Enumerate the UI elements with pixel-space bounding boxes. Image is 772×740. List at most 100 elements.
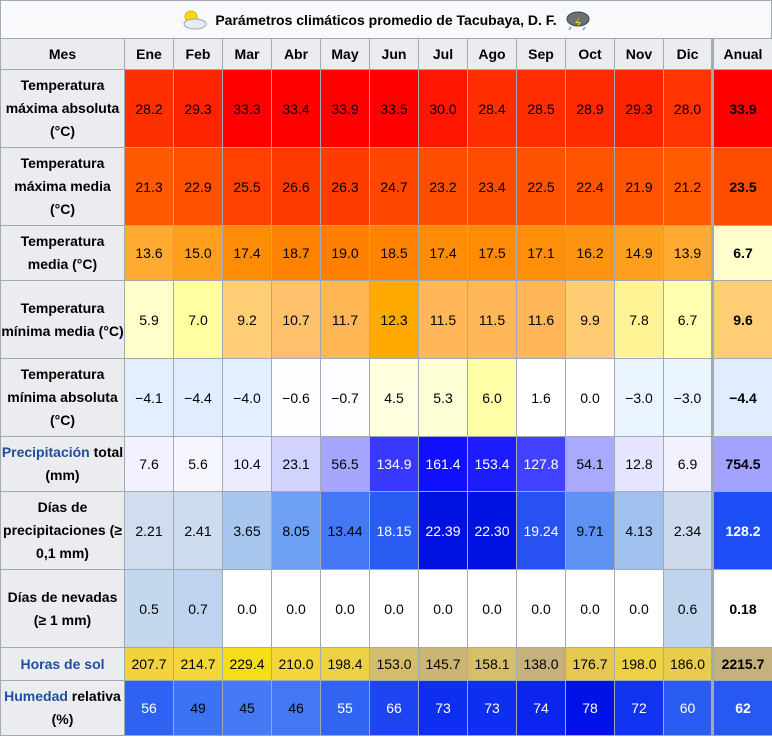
- month-cell: 12.8: [614, 436, 664, 492]
- month-cell: −3.0: [663, 358, 713, 437]
- row-label-text[interactable]: Precipitación: [1, 444, 90, 460]
- month-cell: −0.6: [271, 358, 321, 437]
- month-cell: 14.9: [614, 225, 664, 281]
- month-cell: 29.3: [614, 69, 664, 148]
- month-cell: 198.4: [320, 647, 370, 681]
- month-cell: 186.0: [663, 647, 713, 681]
- month-cell: −4.0: [222, 358, 272, 437]
- row-label[interactable]: Humedad relativa (%): [0, 680, 125, 736]
- month-cell: 2.21: [124, 491, 174, 570]
- table-caption: Parámetros climáticos promedio de Tacuba…: [0, 0, 772, 38]
- month-cell: 127.8: [516, 436, 566, 492]
- month-cell: 21.3: [124, 147, 174, 226]
- month-cell: 9.9: [565, 280, 615, 359]
- header-cell: Dic: [663, 38, 713, 70]
- month-cell: 26.3: [320, 147, 370, 226]
- month-cell: 15.0: [173, 225, 223, 281]
- header-cell: Nov: [614, 38, 664, 70]
- month-cell: 5.3: [418, 358, 468, 437]
- month-cell: 6.7: [663, 280, 713, 359]
- month-cell: 11.7: [320, 280, 370, 359]
- month-cell: 13.9: [663, 225, 713, 281]
- annual-cell: 754.5: [711, 436, 772, 492]
- table-row: Temperatura máxima media (°C) 21.3 22.9 25.…: [0, 147, 772, 226]
- month-cell: 5.6: [173, 436, 223, 492]
- month-cell: 45: [222, 680, 272, 736]
- row-label-suffix: total (mm): [45, 444, 124, 483]
- annual-cell: 2215.7: [711, 647, 772, 681]
- month-cell: 66: [369, 680, 419, 736]
- month-cell: 0.0: [418, 569, 468, 648]
- month-cell: 16.2: [565, 225, 615, 281]
- header-cell: Anual: [711, 38, 772, 70]
- month-cell: 13.6: [124, 225, 174, 281]
- month-cell: 49: [173, 680, 223, 736]
- header-cell: May: [320, 38, 370, 70]
- header-cell: Abr: [271, 38, 321, 70]
- month-cell: 0.0: [369, 569, 419, 648]
- month-cell: 134.9: [369, 436, 419, 492]
- month-cell: 214.7: [173, 647, 223, 681]
- month-cell: 19.24: [516, 491, 566, 570]
- month-cell: 29.3: [173, 69, 223, 148]
- month-cell: 9.2: [222, 280, 272, 359]
- header-cell: Sep: [516, 38, 566, 70]
- month-cell: 24.7: [369, 147, 419, 226]
- header-cell: Jun: [369, 38, 419, 70]
- month-cell: 210.0: [271, 647, 321, 681]
- row-label[interactable]: Horas de sol: [0, 647, 125, 681]
- row-label-suffix: relativa (%): [51, 688, 121, 727]
- annual-cell: 6.7: [711, 225, 772, 281]
- month-cell: 17.1: [516, 225, 566, 281]
- month-cell: 33.4: [271, 69, 321, 148]
- month-cell: 207.7: [124, 647, 174, 681]
- month-cell: 23.2: [418, 147, 468, 226]
- month-cell: 7.8: [614, 280, 664, 359]
- row-label-text: Temperatura máxima media (°C): [14, 155, 111, 217]
- month-cell: 28.5: [516, 69, 566, 148]
- month-cell: 0.0: [565, 569, 615, 648]
- row-label-text: Temperatura media (°C): [20, 233, 105, 272]
- annual-cell: 33.9: [711, 69, 772, 148]
- annual-cell: 128.2: [711, 491, 772, 570]
- row-label: Temperatura máxima media (°C): [0, 147, 125, 226]
- row-label-text: Temperatura mínima media (°C): [1, 299, 124, 339]
- table-row: Humedad relativa (%) 56 49 45 46 55 66 73 73 74 78…: [0, 680, 772, 736]
- month-cell: 17.5: [467, 225, 517, 281]
- month-cell: 54.1: [565, 436, 615, 492]
- month-cell: 23.4: [467, 147, 517, 226]
- row-label-text[interactable]: Horas de sol: [20, 655, 105, 672]
- month-cell: −3.0: [614, 358, 664, 437]
- row-label: Temperatura máxima absoluta (°C): [0, 69, 125, 148]
- header-cell: Ago: [467, 38, 517, 70]
- month-cell: 73: [467, 680, 517, 736]
- storm-cloud-icon: [566, 11, 590, 30]
- table-row: Temperatura media (°C) 13.6 15.0 17.4 18.7 19…: [0, 225, 772, 281]
- month-cell: 3.65: [222, 491, 272, 570]
- row-label-text[interactable]: Humedad: [4, 688, 68, 704]
- annual-cell: 62: [711, 680, 772, 736]
- month-cell: 161.4: [418, 436, 468, 492]
- month-cell: 60: [663, 680, 713, 736]
- month-cell: −0.7: [320, 358, 370, 437]
- month-cell: 145.7: [418, 647, 468, 681]
- month-cell: 33.3: [222, 69, 272, 148]
- month-cell: 55: [320, 680, 370, 736]
- climate-table: Mes Ene Feb Mar Abr May Jun Jul Ago Sep …: [0, 38, 772, 736]
- month-cell: 0.0: [271, 569, 321, 648]
- month-cell: 78: [565, 680, 615, 736]
- month-cell: 0.0: [516, 569, 566, 648]
- table-title: Parámetros climáticos promedio de Tacuba…: [215, 11, 557, 28]
- header-cell: Feb: [173, 38, 223, 70]
- table-row: Días de nevadas (≥ 1 mm) 0.5 0.7 0.0 0.0 0.0 0…: [0, 569, 772, 648]
- month-cell: 18.5: [369, 225, 419, 281]
- row-label[interactable]: Precipitación total (mm): [0, 436, 125, 492]
- month-cell: 18.7: [271, 225, 321, 281]
- sun-cloud-icon: [183, 10, 207, 29]
- month-cell: 7.6: [124, 436, 174, 492]
- month-cell: 72: [614, 680, 664, 736]
- table-row: Precipitación total (mm) 7.6 5.6 10.4 23.1 56…: [0, 436, 772, 492]
- month-cell: 0.6: [663, 569, 713, 648]
- table-row: Temperatura máxima absoluta (°C) 28.2 29.3…: [0, 69, 772, 148]
- month-cell: 4.5: [369, 358, 419, 437]
